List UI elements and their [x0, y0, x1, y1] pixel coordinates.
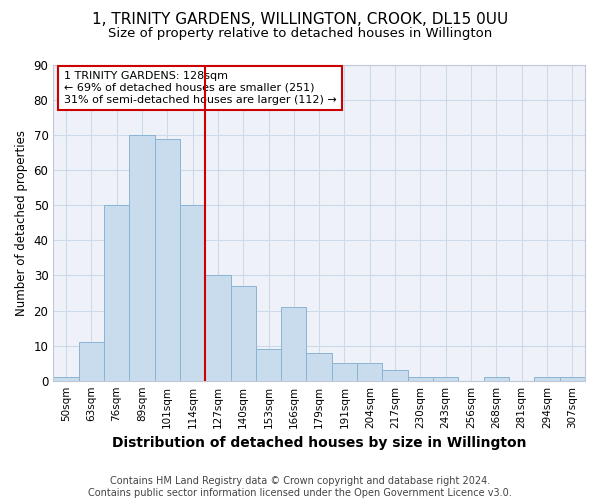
X-axis label: Distribution of detached houses by size in Willington: Distribution of detached houses by size …	[112, 436, 526, 450]
Bar	[382, 370, 408, 380]
Bar	[484, 377, 509, 380]
Bar	[332, 363, 357, 380]
Bar	[129, 135, 155, 380]
Bar	[560, 377, 585, 380]
Bar	[433, 377, 458, 380]
Bar	[281, 307, 307, 380]
Bar	[307, 352, 332, 380]
Bar	[104, 206, 129, 380]
Bar	[53, 377, 79, 380]
Bar	[230, 286, 256, 380]
Text: 1, TRINITY GARDENS, WILLINGTON, CROOK, DL15 0UU: 1, TRINITY GARDENS, WILLINGTON, CROOK, D…	[92, 12, 508, 28]
Bar	[256, 349, 281, 380]
Text: 1 TRINITY GARDENS: 128sqm
← 69% of detached houses are smaller (251)
31% of semi: 1 TRINITY GARDENS: 128sqm ← 69% of detac…	[64, 72, 337, 104]
Bar	[357, 363, 382, 380]
Bar	[79, 342, 104, 380]
Bar	[535, 377, 560, 380]
Text: Contains HM Land Registry data © Crown copyright and database right 2024.
Contai: Contains HM Land Registry data © Crown c…	[88, 476, 512, 498]
Bar	[205, 276, 230, 380]
Text: Size of property relative to detached houses in Willington: Size of property relative to detached ho…	[108, 28, 492, 40]
Bar	[408, 377, 433, 380]
Bar	[155, 138, 180, 380]
Bar	[180, 206, 205, 380]
Y-axis label: Number of detached properties: Number of detached properties	[15, 130, 28, 316]
